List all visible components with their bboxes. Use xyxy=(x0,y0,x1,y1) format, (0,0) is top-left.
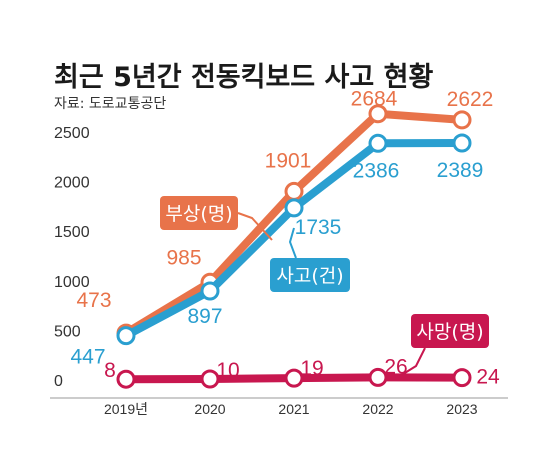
legend-pointer-death xyxy=(399,347,426,377)
data-label-accident: 2386 xyxy=(353,159,400,182)
data-label-death: 26 xyxy=(384,355,407,378)
legend-pointer-injury xyxy=(237,212,273,241)
data-label-accident: 447 xyxy=(70,346,105,369)
data-label-death: 19 xyxy=(300,357,323,380)
y-tick-label: 1000 xyxy=(54,274,90,291)
series-lines xyxy=(116,104,472,389)
data-point-death xyxy=(452,368,472,388)
legend-badge-death xyxy=(411,314,489,348)
data-point-injury xyxy=(284,181,304,201)
data-label-injury: 2684 xyxy=(351,88,398,111)
data-label-injury: 473 xyxy=(76,289,111,312)
data-point-accident xyxy=(284,198,304,218)
data-point-injury xyxy=(452,110,472,130)
data-label-accident: 2389 xyxy=(437,159,484,182)
data-point-accident xyxy=(116,326,136,346)
data-label-death: 24 xyxy=(476,366,500,389)
data-label-death: 8 xyxy=(104,359,116,382)
legend-label-accident: 사고(건) xyxy=(276,265,343,287)
data-point-accident xyxy=(368,133,388,153)
data-labels: 473 985 1901 2684 2622 447 897 1735 2386 2389 8 10 1… xyxy=(70,88,500,389)
y-tick-label: 0 xyxy=(54,373,63,390)
data-label-death: 10 xyxy=(216,359,239,382)
data-point-death xyxy=(368,367,388,387)
legend-badges: 부상(명) 사고(건) 사망(명) xyxy=(160,196,489,377)
data-label-injury: 2622 xyxy=(447,88,494,111)
data-point-accident xyxy=(200,281,220,301)
y-tick-label: 2500 xyxy=(54,125,90,142)
data-point-death xyxy=(284,368,304,388)
chart-title: 최근 5년간 전동킥보드 사고 현황 xyxy=(54,62,433,93)
legend-label-death: 사망(명) xyxy=(416,321,483,343)
data-point-death xyxy=(116,369,136,389)
x-tick-label: 2019년 xyxy=(104,401,148,417)
x-tick-label: 2020 xyxy=(194,401,225,417)
data-point-injury xyxy=(368,104,388,124)
data-point-death xyxy=(200,369,220,389)
x-tick-label: 2023 xyxy=(446,401,477,417)
x-tick-label: 2021 xyxy=(278,401,309,417)
data-point-accident xyxy=(452,133,472,153)
y-tick-label: 2000 xyxy=(54,175,90,192)
data-label-accident: 897 xyxy=(187,305,222,328)
data-label-injury: 1901 xyxy=(265,149,312,172)
x-tick-label: 2022 xyxy=(362,401,393,417)
legend-pointer-accident xyxy=(288,227,297,259)
legend-label-injury: 부상(명) xyxy=(165,203,232,225)
chart-subtitle: 자료: 도로교통공단 xyxy=(54,96,166,112)
data-label-injury: 985 xyxy=(166,246,201,269)
data-label-accident: 1735 xyxy=(295,216,342,239)
y-tick-label: 1500 xyxy=(54,224,90,241)
legend-badge-accident xyxy=(270,258,350,292)
legend-badge-injury xyxy=(160,196,238,230)
y-tick-label: 500 xyxy=(54,323,81,340)
axes: 0 500 1000 1500 2000 2500 2019년 2020 2021 2022 202… xyxy=(50,125,508,417)
